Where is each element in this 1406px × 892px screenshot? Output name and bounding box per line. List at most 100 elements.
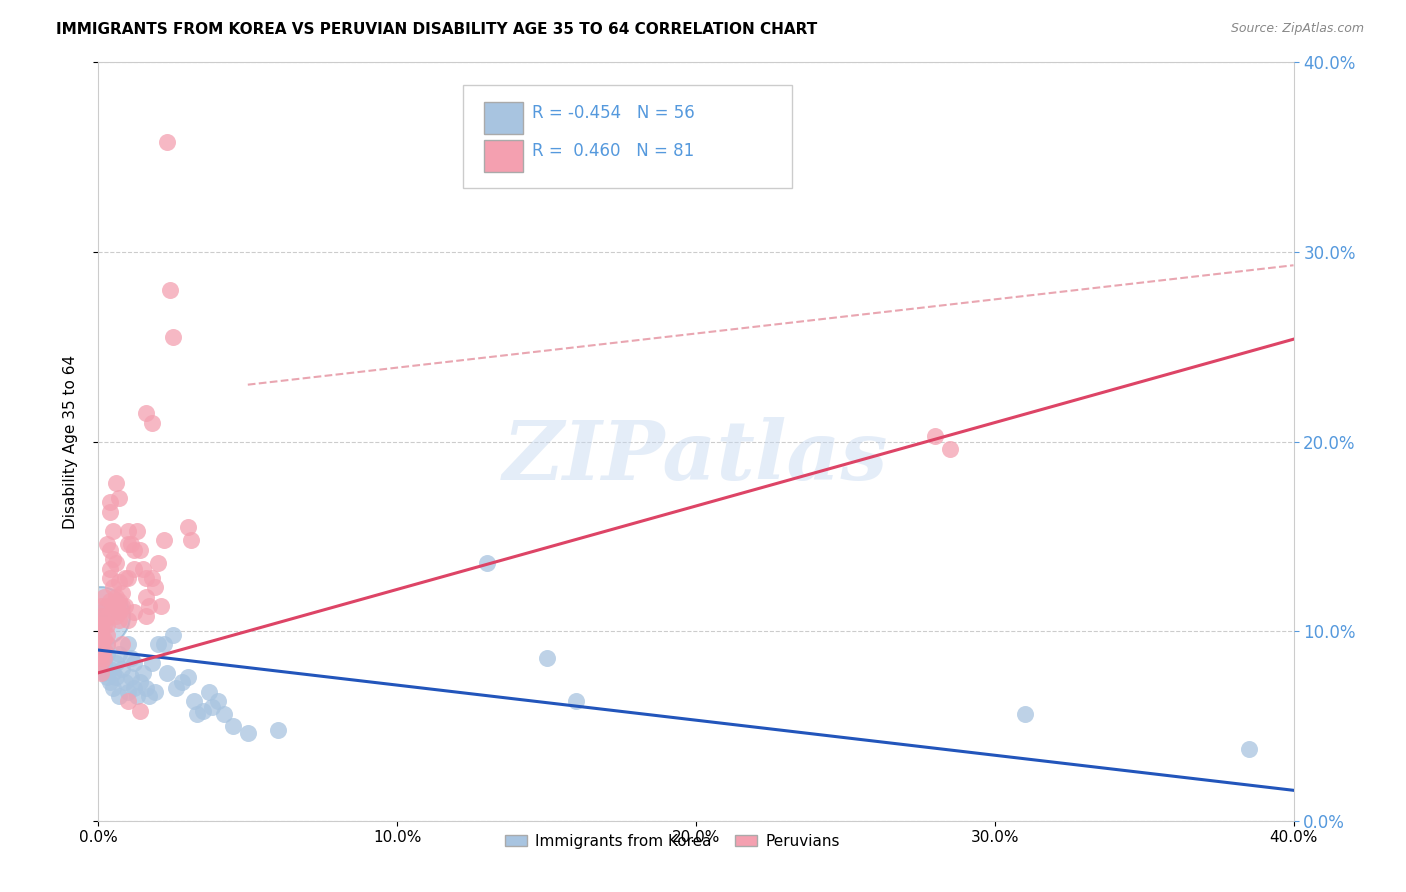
Point xyxy=(103,665,125,680)
Point xyxy=(475,556,498,570)
Point xyxy=(90,624,112,639)
Point xyxy=(103,681,125,695)
Point xyxy=(135,609,157,624)
Point xyxy=(180,533,202,548)
Point xyxy=(129,704,152,718)
Point xyxy=(98,662,122,676)
Point xyxy=(105,657,128,671)
Point xyxy=(98,505,122,519)
Point xyxy=(103,524,125,538)
Point xyxy=(90,637,112,651)
Point xyxy=(108,605,131,619)
Point xyxy=(98,495,122,509)
Point xyxy=(124,681,146,695)
Point xyxy=(93,613,115,627)
Point xyxy=(98,542,122,557)
Point xyxy=(117,613,139,627)
Point xyxy=(236,726,259,740)
Point xyxy=(96,637,118,651)
FancyBboxPatch shape xyxy=(485,102,523,134)
Point xyxy=(141,416,163,430)
Point xyxy=(90,628,112,642)
Point xyxy=(120,650,142,665)
Point xyxy=(105,556,128,570)
FancyBboxPatch shape xyxy=(463,85,792,187)
Point xyxy=(156,135,179,149)
Point xyxy=(90,605,112,619)
Text: R =  0.460   N = 81: R = 0.460 N = 81 xyxy=(533,142,695,160)
Point xyxy=(108,491,131,506)
Y-axis label: Disability Age 35 to 64: Disability Age 35 to 64 xyxy=(63,354,77,529)
Point xyxy=(117,537,139,551)
Point xyxy=(105,609,128,624)
Point xyxy=(148,637,170,651)
Point xyxy=(108,594,131,608)
Point xyxy=(162,628,184,642)
Point xyxy=(138,599,160,614)
Point xyxy=(93,650,115,665)
Point xyxy=(90,647,112,661)
Point xyxy=(90,657,112,671)
Point xyxy=(93,657,115,671)
Point xyxy=(111,586,134,600)
Point xyxy=(201,699,224,714)
Point xyxy=(924,429,946,443)
Point xyxy=(132,561,155,575)
Point xyxy=(108,613,131,627)
Point xyxy=(132,665,155,680)
Point xyxy=(96,599,118,614)
Point xyxy=(90,647,112,661)
Point xyxy=(536,650,558,665)
Point xyxy=(117,694,139,708)
Point xyxy=(98,675,122,690)
Point xyxy=(108,689,131,703)
Point xyxy=(117,524,139,538)
Point xyxy=(117,685,139,699)
Point xyxy=(222,719,245,733)
Point xyxy=(135,571,157,585)
Point xyxy=(165,681,187,695)
Point xyxy=(93,618,115,632)
Point xyxy=(90,650,112,665)
Point xyxy=(111,637,134,651)
Point xyxy=(90,637,112,651)
Point xyxy=(939,442,962,457)
Text: R = -0.454   N = 56: R = -0.454 N = 56 xyxy=(533,104,695,122)
Point xyxy=(162,330,184,344)
Point xyxy=(117,571,139,585)
Point xyxy=(105,476,128,491)
Point xyxy=(198,685,221,699)
Point xyxy=(96,537,118,551)
Point xyxy=(105,599,128,614)
Point xyxy=(186,707,208,722)
Point xyxy=(89,609,111,624)
Point xyxy=(127,524,149,538)
Point xyxy=(111,662,134,676)
Point xyxy=(120,537,142,551)
Point xyxy=(117,637,139,651)
Point xyxy=(191,704,214,718)
Point xyxy=(90,618,112,632)
Point xyxy=(114,675,136,690)
Point xyxy=(124,542,146,557)
Point xyxy=(93,632,115,646)
Point xyxy=(96,647,118,661)
Point xyxy=(114,599,136,614)
Point xyxy=(103,599,125,614)
Point xyxy=(124,561,146,575)
Point xyxy=(105,590,128,604)
Point xyxy=(148,556,170,570)
Point xyxy=(90,609,112,624)
Point xyxy=(129,542,152,557)
Point xyxy=(105,669,128,684)
Point xyxy=(177,669,200,684)
Point xyxy=(150,599,173,614)
Point xyxy=(124,605,146,619)
Point xyxy=(93,590,115,604)
Point xyxy=(93,665,115,680)
Point xyxy=(143,685,166,699)
Point xyxy=(207,694,229,708)
Point xyxy=(108,574,131,589)
Text: Source: ZipAtlas.com: Source: ZipAtlas.com xyxy=(1230,22,1364,36)
Point xyxy=(141,571,163,585)
